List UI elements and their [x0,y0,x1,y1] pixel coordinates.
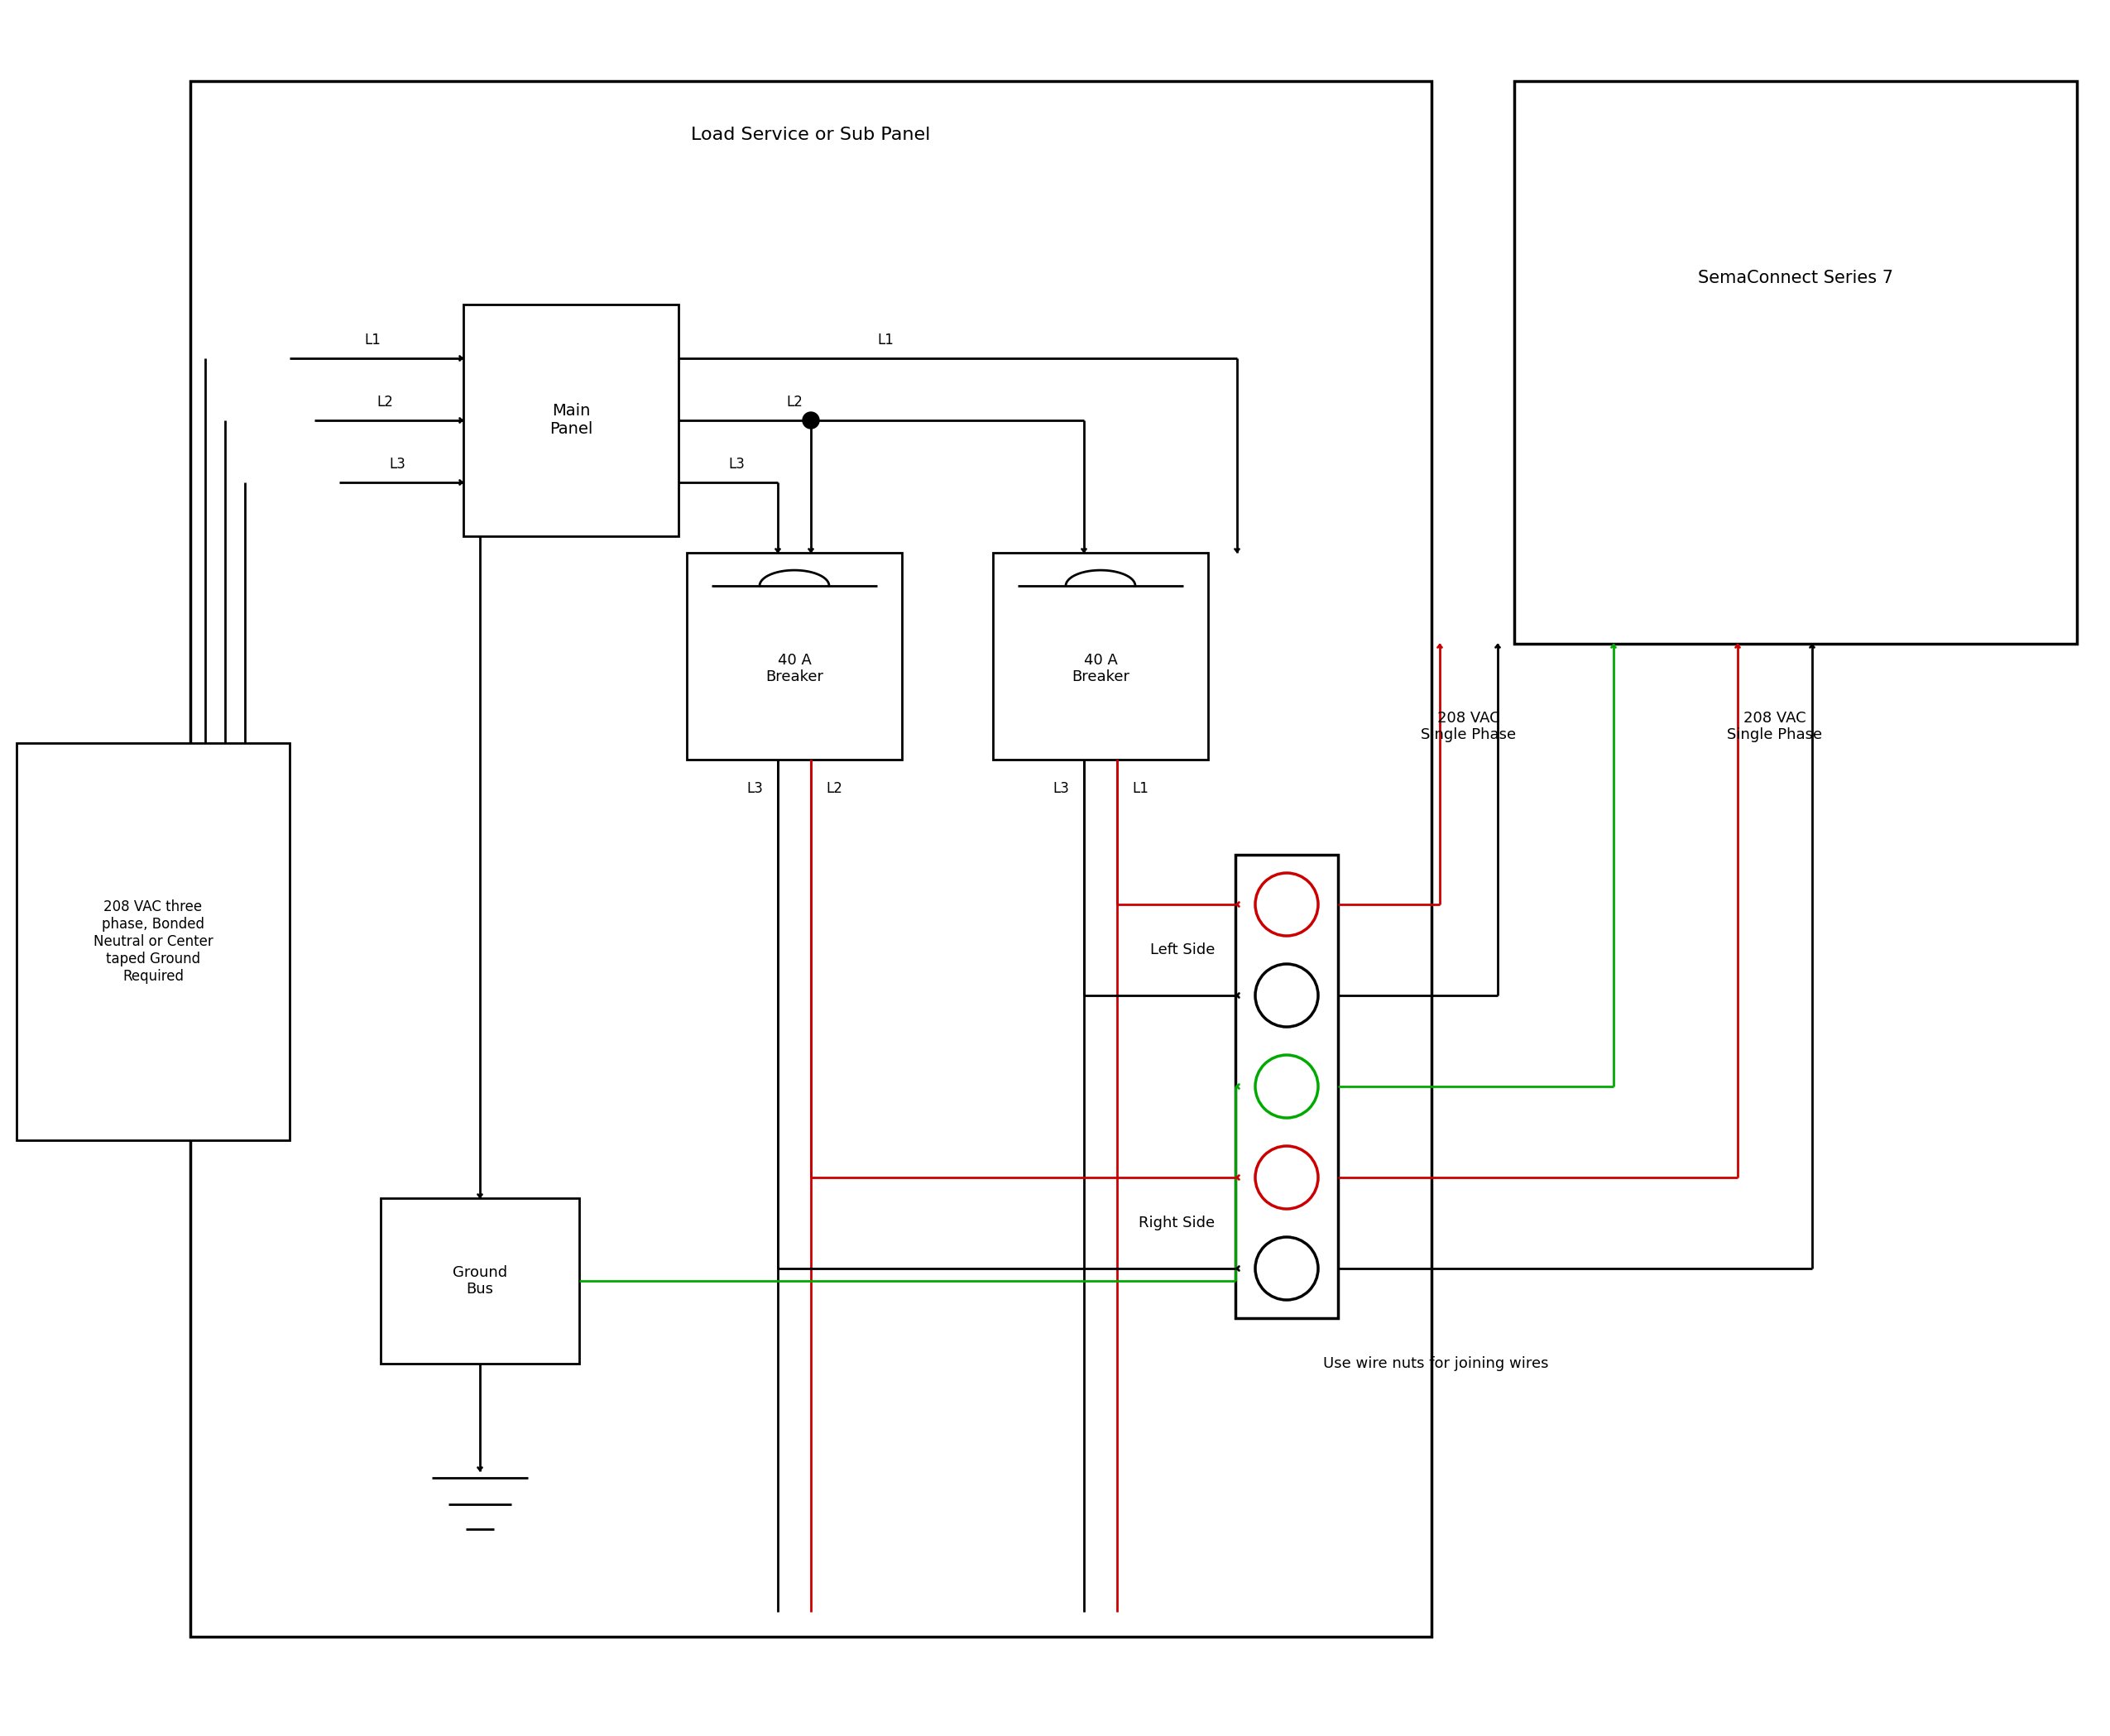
FancyBboxPatch shape [190,82,1431,1637]
Text: L3: L3 [728,457,745,472]
Text: Left Side: Left Side [1150,943,1215,957]
Text: Ground
Bus: Ground Bus [452,1266,506,1297]
Text: 208 VAC
Single Phase: 208 VAC Single Phase [1422,710,1517,743]
Text: SemaConnect Series 7: SemaConnect Series 7 [1699,269,1893,286]
Text: 40 A
Breaker: 40 A Breaker [1072,653,1129,684]
Text: 208 VAC
Single Phase: 208 VAC Single Phase [1728,710,1823,743]
Text: L3: L3 [388,457,405,472]
Text: L3: L3 [1053,781,1070,797]
Text: Load Service or Sub Panel: Load Service or Sub Panel [692,127,931,142]
FancyBboxPatch shape [1234,854,1338,1318]
FancyBboxPatch shape [464,304,679,536]
Text: L1: L1 [365,333,380,347]
Text: L2: L2 [376,394,392,410]
Text: 40 A
Breaker: 40 A Breaker [766,653,823,684]
FancyBboxPatch shape [686,552,901,760]
Text: L3: L3 [747,781,764,797]
Text: Right Side: Right Side [1139,1215,1215,1231]
FancyBboxPatch shape [17,743,289,1141]
Circle shape [802,411,819,429]
Text: L1: L1 [878,333,895,347]
FancyBboxPatch shape [994,552,1209,760]
Text: L2: L2 [787,394,802,410]
Text: L1: L1 [1131,781,1148,797]
FancyBboxPatch shape [1515,82,2076,644]
Text: L2: L2 [825,781,842,797]
Text: Main
Panel: Main Panel [549,403,593,437]
Text: 208 VAC three
phase, Bonded
Neutral or Center
taped Ground
Required: 208 VAC three phase, Bonded Neutral or C… [93,899,213,984]
FancyBboxPatch shape [380,1198,580,1364]
Text: Use wire nuts for joining wires: Use wire nuts for joining wires [1323,1356,1549,1371]
